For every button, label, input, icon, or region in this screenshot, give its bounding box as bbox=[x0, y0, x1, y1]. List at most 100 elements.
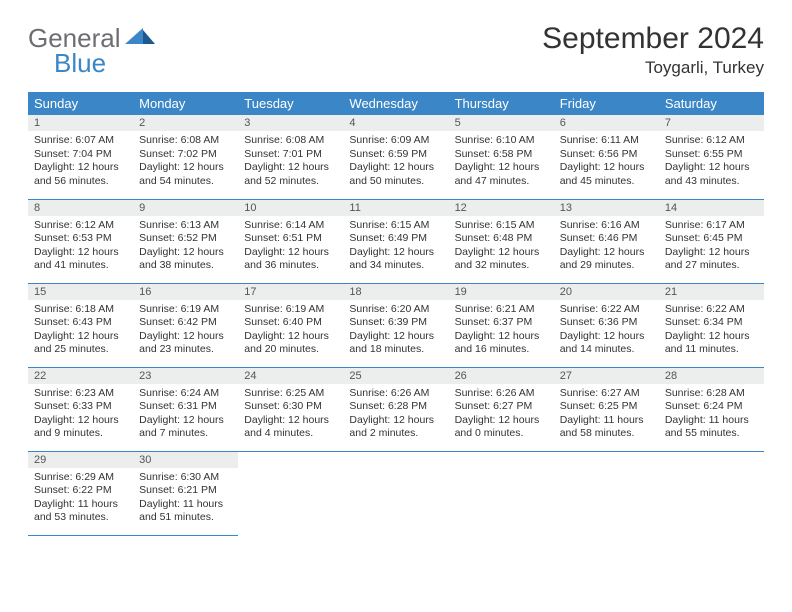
day-number: 25 bbox=[343, 368, 448, 384]
day-body: Sunrise: 6:09 AMSunset: 6:59 PMDaylight:… bbox=[343, 131, 448, 193]
daylight-line2: and 45 minutes. bbox=[560, 175, 653, 189]
daylight-line2: and 18 minutes. bbox=[349, 343, 442, 357]
sunset-text: Sunset: 6:53 PM bbox=[34, 232, 127, 246]
daylight-line1: Daylight: 12 hours bbox=[139, 161, 232, 175]
daylight-line2: and 14 minutes. bbox=[560, 343, 653, 357]
day-number: 18 bbox=[343, 284, 448, 300]
day-cell: 12Sunrise: 6:15 AMSunset: 6:48 PMDayligh… bbox=[449, 199, 554, 283]
day-cell: 14Sunrise: 6:17 AMSunset: 6:45 PMDayligh… bbox=[659, 199, 764, 283]
sunrise-text: Sunrise: 6:27 AM bbox=[560, 387, 653, 401]
day-body: Sunrise: 6:26 AMSunset: 6:27 PMDaylight:… bbox=[449, 384, 554, 446]
sunset-text: Sunset: 6:48 PM bbox=[455, 232, 548, 246]
daylight-line2: and 23 minutes. bbox=[139, 343, 232, 357]
day-number: 10 bbox=[238, 200, 343, 216]
sunset-text: Sunset: 6:39 PM bbox=[349, 316, 442, 330]
sunrise-text: Sunrise: 6:18 AM bbox=[34, 303, 127, 317]
daylight-line1: Daylight: 12 hours bbox=[244, 246, 337, 260]
sunrise-text: Sunrise: 6:17 AM bbox=[665, 219, 758, 233]
sunrise-text: Sunrise: 6:12 AM bbox=[34, 219, 127, 233]
day-cell: 15Sunrise: 6:18 AMSunset: 6:43 PMDayligh… bbox=[28, 283, 133, 367]
weekday-header-row: Sunday Monday Tuesday Wednesday Thursday… bbox=[28, 92, 764, 115]
weekday-header: Thursday bbox=[449, 92, 554, 115]
day-cell: 11Sunrise: 6:15 AMSunset: 6:49 PMDayligh… bbox=[343, 199, 448, 283]
sunrise-text: Sunrise: 6:19 AM bbox=[244, 303, 337, 317]
daylight-line2: and 41 minutes. bbox=[34, 259, 127, 273]
week-row: 8Sunrise: 6:12 AMSunset: 6:53 PMDaylight… bbox=[28, 199, 764, 283]
month-title: September 2024 bbox=[542, 22, 764, 56]
day-cell: 1Sunrise: 6:07 AMSunset: 7:04 PMDaylight… bbox=[28, 115, 133, 199]
sunset-text: Sunset: 6:25 PM bbox=[560, 400, 653, 414]
sunrise-text: Sunrise: 6:07 AM bbox=[34, 134, 127, 148]
day-number: 30 bbox=[133, 452, 238, 468]
sunset-text: Sunset: 6:36 PM bbox=[560, 316, 653, 330]
daylight-line2: and 55 minutes. bbox=[665, 427, 758, 441]
day-body: Sunrise: 6:08 AMSunset: 7:01 PMDaylight:… bbox=[238, 131, 343, 193]
day-body: Sunrise: 6:17 AMSunset: 6:45 PMDaylight:… bbox=[659, 216, 764, 278]
day-cell: 18Sunrise: 6:20 AMSunset: 6:39 PMDayligh… bbox=[343, 283, 448, 367]
location: Toygarli, Turkey bbox=[542, 58, 764, 78]
sunset-text: Sunset: 6:33 PM bbox=[34, 400, 127, 414]
daylight-line2: and 50 minutes. bbox=[349, 175, 442, 189]
day-cell: 13Sunrise: 6:16 AMSunset: 6:46 PMDayligh… bbox=[554, 199, 659, 283]
day-number: 6 bbox=[554, 115, 659, 131]
day-number: 19 bbox=[449, 284, 554, 300]
daylight-line1: Daylight: 12 hours bbox=[665, 161, 758, 175]
sunset-text: Sunset: 6:52 PM bbox=[139, 232, 232, 246]
daylight-line1: Daylight: 11 hours bbox=[34, 498, 127, 512]
day-cell: 27Sunrise: 6:27 AMSunset: 6:25 PMDayligh… bbox=[554, 367, 659, 451]
daylight-line2: and 51 minutes. bbox=[139, 511, 232, 525]
day-cell: 7Sunrise: 6:12 AMSunset: 6:55 PMDaylight… bbox=[659, 115, 764, 199]
sunrise-text: Sunrise: 6:24 AM bbox=[139, 387, 232, 401]
day-cell bbox=[238, 451, 343, 535]
header: General Blue September 2024 Toygarli, Tu… bbox=[28, 22, 764, 78]
daylight-line2: and 4 minutes. bbox=[244, 427, 337, 441]
daylight-line2: and 7 minutes. bbox=[139, 427, 232, 441]
day-number: 26 bbox=[449, 368, 554, 384]
daylight-line1: Daylight: 12 hours bbox=[34, 414, 127, 428]
sunset-text: Sunset: 6:30 PM bbox=[244, 400, 337, 414]
day-cell: 26Sunrise: 6:26 AMSunset: 6:27 PMDayligh… bbox=[449, 367, 554, 451]
daylight-line1: Daylight: 12 hours bbox=[349, 246, 442, 260]
day-number: 9 bbox=[133, 200, 238, 216]
day-body: Sunrise: 6:12 AMSunset: 6:55 PMDaylight:… bbox=[659, 131, 764, 193]
sunset-text: Sunset: 6:46 PM bbox=[560, 232, 653, 246]
daylight-line2: and 34 minutes. bbox=[349, 259, 442, 273]
day-number: 7 bbox=[659, 115, 764, 131]
sunrise-text: Sunrise: 6:09 AM bbox=[349, 134, 442, 148]
day-cell: 4Sunrise: 6:09 AMSunset: 6:59 PMDaylight… bbox=[343, 115, 448, 199]
day-number: 4 bbox=[343, 115, 448, 131]
daylight-line1: Daylight: 12 hours bbox=[139, 330, 232, 344]
day-number: 14 bbox=[659, 200, 764, 216]
daylight-line1: Daylight: 12 hours bbox=[34, 246, 127, 260]
day-body: Sunrise: 6:19 AMSunset: 6:40 PMDaylight:… bbox=[238, 300, 343, 362]
daylight-line2: and 58 minutes. bbox=[560, 427, 653, 441]
day-body: Sunrise: 6:14 AMSunset: 6:51 PMDaylight:… bbox=[238, 216, 343, 278]
day-cell: 10Sunrise: 6:14 AMSunset: 6:51 PMDayligh… bbox=[238, 199, 343, 283]
day-number: 27 bbox=[554, 368, 659, 384]
daylight-line2: and 27 minutes. bbox=[665, 259, 758, 273]
day-body: Sunrise: 6:30 AMSunset: 6:21 PMDaylight:… bbox=[133, 468, 238, 530]
day-number: 17 bbox=[238, 284, 343, 300]
daylight-line2: and 32 minutes. bbox=[455, 259, 548, 273]
daylight-line1: Daylight: 12 hours bbox=[560, 246, 653, 260]
sunset-text: Sunset: 6:40 PM bbox=[244, 316, 337, 330]
sunset-text: Sunset: 6:59 PM bbox=[349, 148, 442, 162]
daylight-line2: and 9 minutes. bbox=[34, 427, 127, 441]
sunset-text: Sunset: 6:31 PM bbox=[139, 400, 232, 414]
sunrise-text: Sunrise: 6:12 AM bbox=[665, 134, 758, 148]
daylight-line2: and 20 minutes. bbox=[244, 343, 337, 357]
day-number: 2 bbox=[133, 115, 238, 131]
sunrise-text: Sunrise: 6:25 AM bbox=[244, 387, 337, 401]
day-body: Sunrise: 6:27 AMSunset: 6:25 PMDaylight:… bbox=[554, 384, 659, 446]
day-cell: 6Sunrise: 6:11 AMSunset: 6:56 PMDaylight… bbox=[554, 115, 659, 199]
sunset-text: Sunset: 6:22 PM bbox=[34, 484, 127, 498]
sunrise-text: Sunrise: 6:29 AM bbox=[34, 471, 127, 485]
sunrise-text: Sunrise: 6:26 AM bbox=[349, 387, 442, 401]
day-body: Sunrise: 6:22 AMSunset: 6:36 PMDaylight:… bbox=[554, 300, 659, 362]
day-cell: 24Sunrise: 6:25 AMSunset: 6:30 PMDayligh… bbox=[238, 367, 343, 451]
weekday-header: Tuesday bbox=[238, 92, 343, 115]
daylight-line2: and 0 minutes. bbox=[455, 427, 548, 441]
day-body: Sunrise: 6:12 AMSunset: 6:53 PMDaylight:… bbox=[28, 216, 133, 278]
sunset-text: Sunset: 6:45 PM bbox=[665, 232, 758, 246]
sunset-text: Sunset: 6:24 PM bbox=[665, 400, 758, 414]
